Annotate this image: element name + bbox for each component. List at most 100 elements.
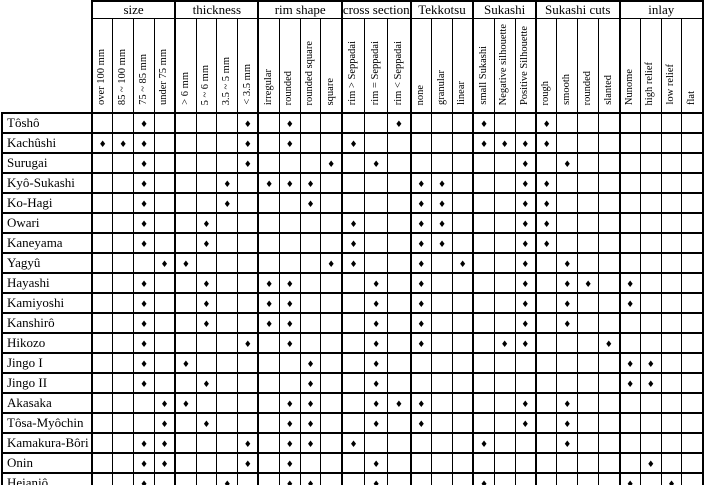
table-cell	[237, 232, 259, 254]
table-cell	[618, 192, 641, 214]
dot-marker: ♦	[626, 300, 635, 310]
table-cell	[660, 252, 683, 274]
table-cell	[112, 452, 135, 474]
column-header-label: rim < Seppadai	[392, 40, 404, 105]
table-cell	[431, 312, 453, 334]
dot-marker: ♦	[306, 420, 315, 430]
table-cell	[534, 252, 558, 274]
table-cell: ♦	[431, 192, 453, 214]
table-cell: ♦	[409, 192, 433, 214]
dot-marker: ♦	[202, 240, 211, 250]
table-cell	[340, 192, 366, 214]
row-label: Kamakura-Bôri	[1, 432, 93, 454]
table-cell: ♦	[195, 232, 218, 254]
column-header-label: small Sukashi	[477, 46, 489, 105]
column-header: rim < Seppadai	[387, 18, 412, 114]
dot-marker: ♦	[285, 280, 294, 290]
table-cell	[195, 352, 218, 374]
dot-marker: ♦	[243, 120, 252, 130]
table-cell	[153, 312, 176, 334]
table-cell	[216, 232, 239, 254]
dot-marker: ♦	[306, 400, 315, 410]
table-cell	[299, 332, 322, 354]
table-cell	[660, 152, 683, 174]
table-cell: ♦	[195, 372, 218, 394]
table-cell	[660, 412, 683, 434]
dot-marker: ♦	[394, 120, 403, 130]
dot-marker: ♦	[394, 400, 403, 410]
dot-marker: ♦	[372, 380, 381, 390]
table-cell: ♦	[278, 452, 301, 474]
table-cell	[278, 352, 301, 374]
dot-marker: ♦	[349, 440, 358, 450]
table-cell	[639, 112, 662, 134]
row-label: Hikozo	[1, 332, 93, 354]
table-cell	[493, 472, 516, 485]
dot-marker: ♦	[417, 220, 426, 230]
table-cell	[174, 432, 197, 454]
table-cell: ♦	[598, 332, 621, 354]
table-cell	[216, 372, 239, 394]
table-cell	[340, 452, 366, 474]
dot-marker: ♦	[265, 300, 274, 310]
table-cell	[681, 372, 704, 394]
table-cell	[598, 272, 621, 294]
table-cell	[237, 372, 259, 394]
table-cell	[174, 472, 197, 485]
table-cell	[387, 432, 412, 454]
table-row: Hikozo ♦ ♦ ♦ ♦ ♦ ♦ ♦ ♦	[1, 332, 704, 354]
table-cell	[618, 132, 641, 154]
table-cell	[320, 392, 343, 414]
dot-marker: ♦	[521, 400, 530, 410]
table-cell	[195, 192, 218, 214]
dot-marker: ♦	[223, 480, 232, 485]
table-cell	[639, 472, 662, 485]
dot-marker: ♦	[265, 320, 274, 330]
column-header-label: slanted	[602, 75, 614, 105]
dot-marker: ♦	[626, 280, 635, 290]
table-cell	[195, 392, 218, 414]
dot-marker: ♦	[160, 460, 169, 470]
table-cell: ♦	[556, 272, 579, 294]
table-cell	[216, 272, 239, 294]
table-cell	[216, 152, 239, 174]
table-cell: ♦	[639, 352, 662, 374]
table-cell: ♦	[216, 172, 239, 194]
column-header: < 3.5 mm	[237, 18, 259, 114]
dot-marker: ♦	[521, 160, 530, 170]
table-cell: ♦	[299, 352, 322, 374]
table-cell	[681, 232, 704, 254]
column-header-label: granular	[435, 70, 447, 105]
table-cell	[174, 212, 197, 234]
table-cell	[598, 312, 621, 334]
column-header-label: square	[324, 77, 336, 105]
table-cell: ♦	[237, 132, 259, 154]
column-header: over 100 mm	[90, 18, 114, 114]
table-cell	[278, 372, 301, 394]
table-cell: ♦	[133, 232, 155, 254]
table-cell: ♦	[133, 192, 155, 214]
column-header: rough	[534, 18, 558, 114]
column-header: linear	[451, 18, 474, 114]
column-header-label: high relief	[644, 61, 656, 105]
table-cell	[364, 132, 389, 154]
dot-marker: ♦	[139, 220, 149, 230]
table-cell	[340, 272, 366, 294]
dot-marker: ♦	[479, 140, 489, 150]
table-cell: ♦	[195, 212, 218, 234]
table-cell	[133, 392, 155, 414]
row-label: Kaneyama	[1, 232, 93, 254]
column-header: 3.5 ~ 5 mm	[216, 18, 239, 114]
dot-marker: ♦	[139, 180, 149, 190]
table-cell	[112, 152, 135, 174]
table-cell	[639, 412, 662, 434]
table-cell: ♦	[514, 152, 537, 174]
table-cell	[409, 432, 433, 454]
table-cell	[639, 152, 662, 174]
table-row: Kachûshi ♦ ♦ ♦ ♦ ♦ ♦ ♦ ♦ ♦ ♦	[1, 132, 704, 154]
table-cell: ♦	[133, 152, 155, 174]
table-cell	[216, 352, 239, 374]
table-cell	[364, 112, 389, 134]
table-cell: ♦	[364, 412, 389, 434]
column-group-header: cross section	[340, 0, 412, 19]
